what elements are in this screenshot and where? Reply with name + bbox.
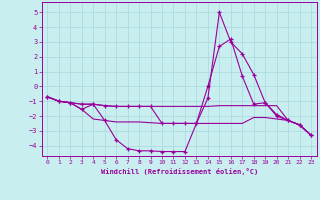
X-axis label: Windchill (Refroidissement éolien,°C): Windchill (Refroidissement éolien,°C) [100, 168, 258, 175]
